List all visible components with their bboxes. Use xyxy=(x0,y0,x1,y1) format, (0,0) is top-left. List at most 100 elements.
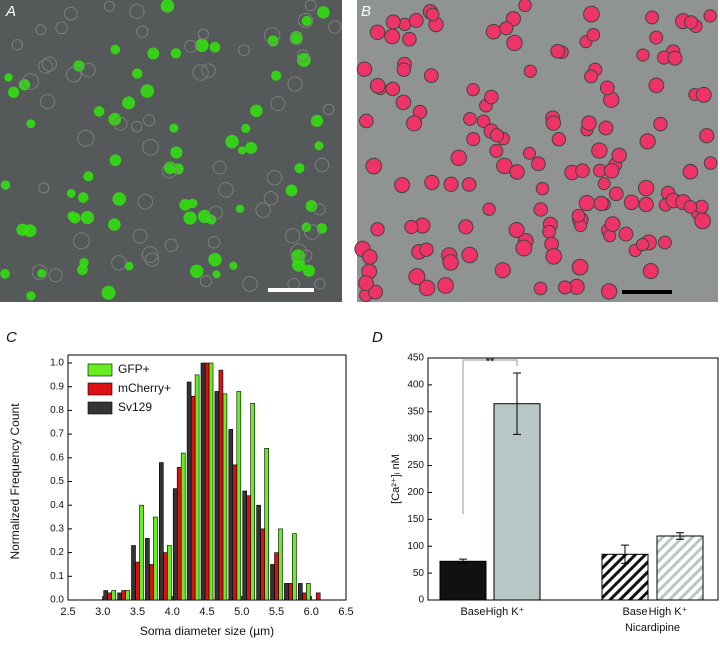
cell xyxy=(531,156,546,172)
cell xyxy=(290,243,308,261)
y-tick-label: 0.6 xyxy=(50,452,64,463)
y-tick-label: 350 xyxy=(407,406,424,417)
x-tick-label: 4.5 xyxy=(199,606,214,618)
cell xyxy=(703,9,717,23)
cell xyxy=(101,285,116,300)
bar xyxy=(301,592,307,601)
cell xyxy=(197,28,210,40)
cell xyxy=(358,275,374,291)
cell xyxy=(111,255,127,271)
cell xyxy=(285,184,298,197)
y-tick-label: 250 xyxy=(407,460,424,471)
cell xyxy=(518,0,532,13)
bar xyxy=(315,592,321,601)
x-tick-label: 4.0 xyxy=(165,606,180,618)
cell xyxy=(328,20,342,34)
y-tick-label: 0.4 xyxy=(50,500,64,511)
cell xyxy=(229,261,238,270)
cell xyxy=(41,56,57,72)
bar xyxy=(222,393,228,601)
bar xyxy=(297,583,303,601)
cell xyxy=(649,30,664,45)
cell xyxy=(603,162,620,179)
cell xyxy=(402,31,417,47)
cell xyxy=(466,83,480,97)
cell xyxy=(195,38,209,53)
y-tick-label: 0.0 xyxy=(50,595,64,606)
bar xyxy=(163,552,168,601)
cell xyxy=(235,204,245,213)
cell xyxy=(638,196,654,213)
y-tick-label: 300 xyxy=(407,433,424,444)
legend-label: Sv129 xyxy=(118,400,152,414)
x-tick-label: Base xyxy=(460,606,485,618)
cell xyxy=(67,211,78,221)
x-tick-label: 2.5 xyxy=(60,606,75,618)
cell xyxy=(533,202,549,217)
bar xyxy=(232,464,238,601)
y-tick-label: 0.9 xyxy=(50,381,64,392)
cell xyxy=(26,119,36,129)
bar xyxy=(111,590,116,601)
bar xyxy=(218,369,224,601)
cell xyxy=(682,163,699,180)
y-tick-label: 100 xyxy=(407,541,424,552)
cell xyxy=(35,24,47,36)
bar xyxy=(236,391,242,601)
bar xyxy=(656,535,704,601)
cell xyxy=(557,280,573,295)
cell xyxy=(695,86,712,103)
cell xyxy=(209,41,221,53)
cell xyxy=(322,103,335,116)
cell xyxy=(284,228,301,244)
cell xyxy=(450,149,467,167)
bar xyxy=(172,488,178,601)
cell xyxy=(545,247,563,265)
bar xyxy=(153,516,158,601)
cell xyxy=(255,202,271,218)
legend-swatch xyxy=(87,401,113,415)
cell xyxy=(37,268,47,278)
cell xyxy=(72,232,90,250)
cell xyxy=(271,70,282,81)
cell xyxy=(212,160,227,175)
cell xyxy=(699,128,715,144)
cell xyxy=(77,192,89,203)
cell xyxy=(499,21,514,36)
cell xyxy=(600,283,618,300)
cell xyxy=(65,66,82,83)
significance-bracket xyxy=(462,359,518,514)
cell xyxy=(314,278,326,290)
cell xyxy=(79,257,89,268)
cell xyxy=(287,76,303,92)
bar xyxy=(200,362,206,601)
cell xyxy=(0,268,10,279)
cell xyxy=(482,202,496,216)
bar xyxy=(190,395,196,601)
cell xyxy=(137,193,154,210)
y-tick-label: 150 xyxy=(407,514,424,525)
cell xyxy=(170,48,182,59)
cell xyxy=(8,86,20,98)
cell xyxy=(425,7,440,22)
bar xyxy=(288,583,293,601)
cell xyxy=(23,224,37,238)
scale-bar xyxy=(622,290,672,294)
cell xyxy=(169,123,179,133)
error-bar xyxy=(621,544,629,564)
bar xyxy=(256,504,261,601)
cell xyxy=(550,43,566,59)
bar xyxy=(242,490,247,601)
cell xyxy=(466,131,481,147)
cell xyxy=(395,94,412,111)
x-tick-label: Base xyxy=(622,606,647,618)
y-tick-label: 0.7 xyxy=(50,429,64,440)
bar xyxy=(228,429,234,601)
cell xyxy=(124,261,134,271)
bar xyxy=(180,452,186,601)
cell xyxy=(314,157,330,173)
y-tick-label: 450 xyxy=(407,353,424,364)
cell xyxy=(597,177,611,191)
cell xyxy=(356,61,373,77)
cell xyxy=(310,114,324,127)
